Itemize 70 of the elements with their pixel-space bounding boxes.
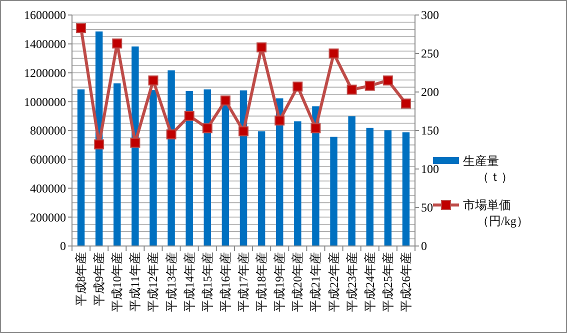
y2-tick-label: 300: [421, 8, 439, 22]
y-tick-label: 1600000: [24, 8, 66, 22]
bar: [384, 130, 392, 246]
x-tick-label: 平成26年産: [398, 252, 413, 312]
x-tick-label: 平成9年産: [92, 252, 106, 306]
point: [310, 123, 321, 134]
x-tick-label: 平成10年産: [110, 252, 124, 312]
y-tick-label: 1000000: [24, 94, 66, 109]
y2-tick-label: 100: [421, 162, 439, 176]
bar: [402, 132, 410, 246]
y-tick-label: 0: [60, 239, 66, 254]
bar: [366, 128, 374, 246]
point: [328, 48, 339, 58]
point: [256, 42, 267, 52]
bar: [258, 131, 266, 246]
point: [274, 115, 285, 126]
x-tick-label: 平成23年産: [344, 252, 359, 312]
bar: [150, 90, 157, 246]
x-tick-label: 平成8年産: [74, 252, 88, 306]
x-tick-label: 平成22年産: [326, 252, 341, 312]
y2-tick-label: 150: [421, 124, 439, 138]
bar: [114, 83, 121, 246]
bar: [168, 70, 175, 246]
x-tick-label: 平成17年産: [236, 252, 250, 312]
y-tick-label: 400000: [30, 181, 66, 196]
y2-tick-label: 50: [421, 200, 433, 215]
bar: [132, 46, 139, 246]
x-tick-label: 平成18年産: [254, 252, 269, 312]
point: [292, 82, 303, 92]
y-tick-label: 600000: [30, 152, 66, 167]
legend-label: 市場単価（円/kg）: [463, 198, 528, 228]
point: [148, 75, 158, 86]
point: [382, 75, 393, 86]
y-tick-label: 1400000: [24, 37, 66, 52]
x-tick-label: 平成13年産: [164, 252, 178, 312]
bar: [294, 121, 302, 246]
bar: [186, 90, 193, 246]
x-tick-label: 平成24年産: [362, 252, 377, 312]
point: [130, 138, 140, 148]
x-tick-label: 平成19年産: [272, 252, 287, 312]
y-tick-label: 200000: [30, 210, 66, 224]
bar: [204, 89, 212, 246]
bar: [348, 116, 356, 246]
y-tick-label: 800000: [30, 124, 66, 138]
point: [202, 123, 212, 134]
y2-tick-label: 250: [421, 46, 439, 61]
point: [112, 38, 122, 48]
x-tick-label: 平成14年産: [182, 252, 196, 312]
bar: [330, 136, 338, 246]
x-tick-label: 平成25年産: [380, 252, 395, 312]
point: [76, 23, 86, 34]
y-tick-label: 1200000: [24, 66, 66, 80]
x-tick-label: 平成12年産: [146, 252, 160, 312]
point: [220, 95, 230, 106]
y2-tick-label: 0: [421, 239, 427, 254]
point: [166, 129, 176, 140]
x-tick-label: 平成15年産: [200, 252, 214, 312]
point: [184, 110, 194, 121]
legend-label: 生産量（ｔ）: [463, 154, 513, 184]
x-tick-label: 平成21年産: [308, 252, 323, 312]
x-tick-label: 平成11年産: [128, 252, 142, 312]
point: [94, 139, 104, 150]
x-tick-label: 平成20年産: [290, 252, 305, 312]
point: [346, 84, 357, 95]
point: [400, 98, 411, 109]
point: [238, 126, 248, 136]
x-tick-label: 平成16年産: [218, 252, 232, 312]
point: [364, 80, 375, 91]
bar: [77, 89, 85, 246]
y2-tick-label: 200: [421, 85, 439, 100]
